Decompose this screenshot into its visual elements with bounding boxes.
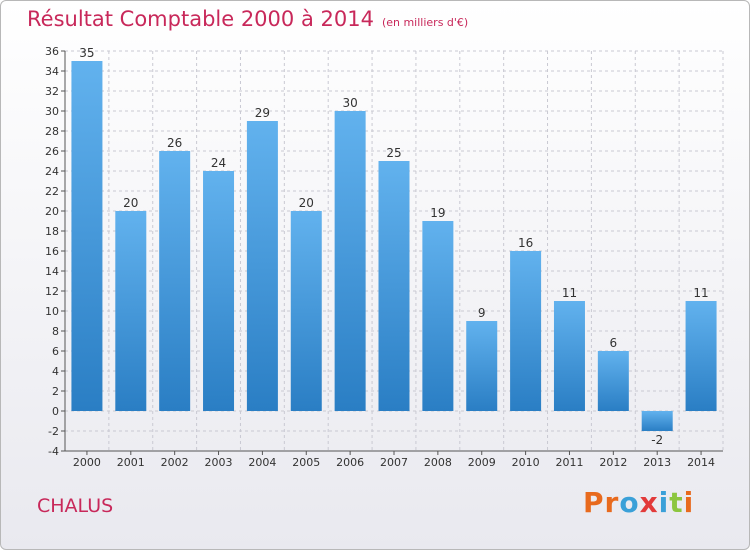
bar-2011	[553, 301, 585, 411]
x-tick-label: 2002	[161, 456, 189, 469]
x-tick-label: 2008	[424, 456, 452, 469]
data-labels: 35 20 26 24 29 20 30 25 19 9 16 11 6 -2 11	[79, 46, 708, 447]
x-tick-label: 2007	[380, 456, 408, 469]
axes: -4-2024681012141618202224262830323436200…	[45, 45, 723, 469]
logo-letter: x	[639, 486, 659, 519]
logo-letter: o	[619, 486, 640, 519]
x-tick-label: 2006	[336, 456, 364, 469]
y-tick-label: 16	[45, 245, 59, 258]
bar-2013	[641, 411, 673, 431]
chart-title: Résultat Comptable 2000 à 2014 (en millie…	[27, 7, 468, 31]
data-label-2012: 6	[610, 336, 618, 350]
bar-2000	[71, 61, 103, 411]
y-tick-label: 10	[45, 305, 59, 318]
x-tick-label: 2010	[512, 456, 540, 469]
bar-2003	[203, 171, 235, 411]
logo-letter: P	[583, 486, 605, 519]
x-tick-label: 2003	[205, 456, 233, 469]
x-tick-label: 2000	[73, 456, 101, 469]
bar-2007	[378, 161, 410, 411]
data-label-2011: 11	[562, 286, 577, 300]
y-tick-label: 36	[45, 45, 59, 58]
y-tick-label: 6	[52, 345, 59, 358]
y-tick-label: 22	[45, 185, 59, 198]
y-tick-label: 12	[45, 285, 59, 298]
proxiti-logo[interactable]: Proxiti	[583, 486, 694, 519]
bar-2002	[159, 151, 191, 411]
x-tick-label: 2013	[643, 456, 671, 469]
data-label-2000: 35	[79, 46, 94, 60]
y-tick-label: 28	[45, 125, 59, 138]
data-label-2009: 9	[478, 306, 486, 320]
x-tick-label: 2009	[468, 456, 496, 469]
bar-2010	[510, 251, 542, 411]
chart-subtitle: (en milliers d'€)	[381, 16, 469, 29]
x-tick-label: 2014	[687, 456, 715, 469]
y-tick-label: 32	[45, 85, 59, 98]
y-tick-label: 14	[45, 265, 59, 278]
logo-letter: t	[669, 486, 684, 519]
data-label-2014: 11	[693, 286, 708, 300]
data-label-2008: 19	[430, 206, 445, 220]
logo-letter: i	[658, 486, 670, 519]
data-label-2006: 30	[342, 96, 357, 110]
logo-letter: i	[683, 486, 695, 519]
bar-2004	[246, 121, 278, 411]
y-tick-label: 34	[45, 65, 59, 78]
y-tick-label: 8	[52, 325, 59, 338]
data-label-2003: 24	[211, 156, 226, 170]
bar-2008	[422, 221, 454, 411]
x-tick-label: 2004	[248, 456, 276, 469]
data-label-2007: 25	[386, 146, 401, 160]
bar-2014	[685, 301, 717, 411]
data-label-2013: -2	[651, 433, 663, 447]
x-tick-label: 2005	[292, 456, 320, 469]
y-tick-label: 26	[45, 145, 59, 158]
y-tick-label: -2	[48, 425, 59, 438]
y-tick-label: 2	[52, 385, 59, 398]
y-tick-label: 0	[52, 405, 59, 418]
y-tick-label: 18	[45, 225, 59, 238]
y-tick-label: 24	[45, 165, 59, 178]
data-label-2004: 29	[255, 106, 270, 120]
data-label-2010: 16	[518, 236, 533, 250]
bar-2001	[115, 211, 147, 411]
x-tick-label: 2011	[555, 456, 583, 469]
x-tick-label: 2001	[117, 456, 145, 469]
y-tick-label: 30	[45, 105, 59, 118]
bar-2009	[466, 321, 498, 411]
bar-2006	[334, 111, 366, 411]
data-label-2005: 20	[299, 196, 314, 210]
logo-letter: r	[604, 486, 620, 519]
bar-2012	[597, 351, 629, 411]
chart-title-text: Résultat Comptable 2000 à 2014	[27, 7, 374, 31]
data-label-2001: 20	[123, 196, 138, 210]
bars	[71, 61, 717, 431]
town-name: CHALUS	[37, 495, 114, 517]
y-tick-label: 20	[45, 205, 59, 218]
bar-2005	[290, 211, 322, 411]
data-label-2002: 26	[167, 136, 182, 150]
x-tick-label: 2012	[599, 456, 627, 469]
y-tick-label: 4	[52, 365, 59, 378]
y-tick-label: -4	[48, 445, 59, 458]
